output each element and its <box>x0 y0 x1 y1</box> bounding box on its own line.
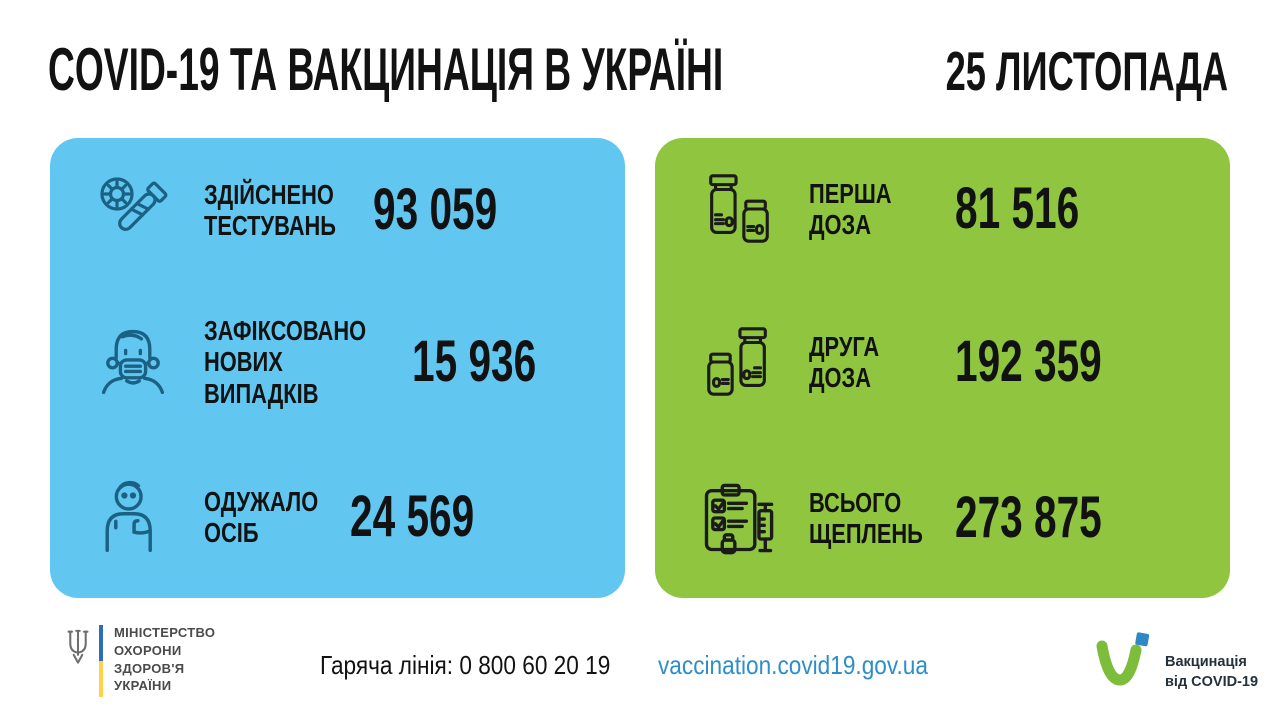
v-checkmark-icon <box>1096 632 1150 686</box>
vaccination-logo-caption: Вакцинація від COVID-19 <box>1165 654 1259 691</box>
masked-person-icon <box>90 318 176 406</box>
stat-label: ОДУЖАЛО ОСІБ <box>204 485 319 548</box>
stat-value: 24 569 <box>350 483 475 549</box>
stat-row-recovered: ОДУЖАЛО ОСІБ 24 569 <box>90 472 585 562</box>
second-dose-vials-icon <box>695 321 781 403</box>
stat-label: ВСЬОГО ЩЕПЛЕНЬ <box>809 486 923 549</box>
stat-row-total-vaccinations: ВСЬОГО ЩЕПЛЕНЬ 273 875 <box>695 474 1190 562</box>
stat-value: 93 059 <box>373 177 498 242</box>
stat-value: 273 875 <box>955 485 1102 550</box>
vaccination-logo: Вакцинація від COVID-19 <box>1093 629 1258 695</box>
stat-row-new-cases: ЗАФІКСОВАНО НОВИХ ВИПАДКІВ 15 936 <box>90 315 585 409</box>
stat-row-second-dose: ДРУГА ДОЗА 192 359 <box>695 321 1190 403</box>
stat-label: ЗДІЙСНЕНО ТЕСТУВАНЬ <box>204 178 336 241</box>
first-dose-vials-icon <box>695 168 781 250</box>
stat-row-first-dose: ПЕРША ДОЗА 81 516 <box>695 168 1190 250</box>
stat-value: 15 936 <box>411 328 536 394</box>
hotline-text: Гаряча лінія: 0 800 60 20 19 <box>320 650 611 680</box>
trident-icon <box>67 629 89 664</box>
stat-row-tests: ЗДІЙСНЕНО ТЕСТУВАНЬ 93 059 <box>90 168 585 252</box>
stat-value: 192 359 <box>955 329 1102 394</box>
page-title: COVID-19 ТА ВАКЦИНАЦІЯ В УКРАЇНІ <box>48 36 724 103</box>
report-date: 25 ЛИСТОПАДА <box>945 40 1228 102</box>
ministry-name: МІНІСТЕРСТВО ОХОРОНИ ЗДОРОВ'Я УКРАЇНИ <box>114 625 216 694</box>
covid-stats-panel: ЗДІЙСНЕНО ТЕСТУВАНЬ 93 059 ЗАФІКСОВАНО Н… <box>50 138 625 598</box>
vaccination-stats-panel: ПЕРША ДОЗА 81 516 ДРУГА ДОЗА <box>655 138 1230 598</box>
ukraine-flag-stripe <box>99 625 103 697</box>
stat-label: ДРУГА ДОЗА <box>809 330 880 393</box>
ministry-logo: МІНІСТЕРСТВО ОХОРОНИ ЗДОРОВ'Я УКРАЇНИ <box>66 624 215 697</box>
test-tube-virus-icon <box>90 168 176 252</box>
stat-value: 81 516 <box>955 176 1080 241</box>
website-link[interactable]: vaccination.covid19.gov.ua <box>658 650 928 680</box>
stat-label: ПЕРША ДОЗА <box>809 177 892 240</box>
stat-label: ЗАФІКСОВАНО НОВИХ ВИПАДКІВ <box>204 314 367 409</box>
recovered-person-icon <box>90 472 176 562</box>
vaccination-checklist-syringe-icon <box>695 474 781 562</box>
